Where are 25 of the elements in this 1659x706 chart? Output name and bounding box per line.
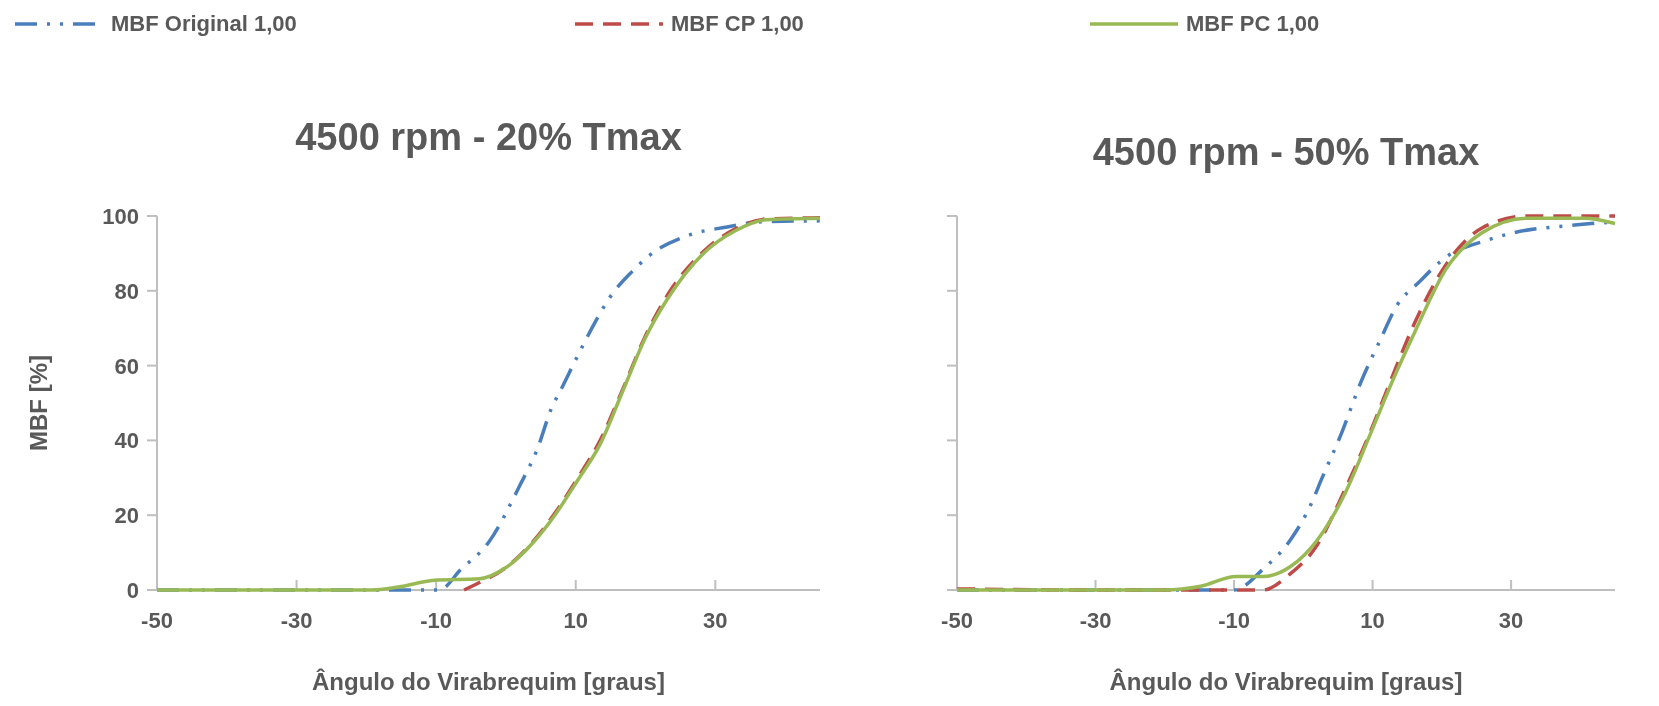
line-series [462,216,822,592]
x-tick-label: -10 [420,608,453,633]
y-tick-label: 100 [102,204,139,229]
x-tick-label: -50 [141,608,173,633]
y-tick-label: 0 [126,578,139,603]
x-tick-label: -50 [941,608,973,633]
legend-label: MBF PC 1,00 [1186,11,1320,36]
x-tick-label: 10 [1360,608,1385,633]
chart-title: 4500 rpm - 50% Tmax [1092,131,1480,173]
y-tick-label: 40 [114,428,139,454]
y-tick-label: 20 [114,503,139,529]
y-tick-label: 80 [114,278,139,304]
x-axis-title: Ângulo do Virabrequim [graus] [312,668,665,695]
y-tick-label: 60 [114,353,139,379]
legend-label: MBF Original 1,00 [111,11,297,36]
x-axis-title: Ângulo do Virabrequim [graus] [1109,668,1463,695]
x-tick-label: 10 [563,608,588,633]
y-axis-title: MBF [%] [25,355,52,451]
x-tick-label: 30 [703,608,728,633]
x-tick-label: -30 [280,608,313,633]
x-tick-label: 30 [1498,608,1524,633]
legend-label: MBF CP 1,00 [671,11,804,36]
x-tick-label: -30 [1079,608,1112,633]
chart-title: 4500 rpm - 20% Tmax [295,116,682,158]
x-tick-label: -10 [1218,608,1250,633]
